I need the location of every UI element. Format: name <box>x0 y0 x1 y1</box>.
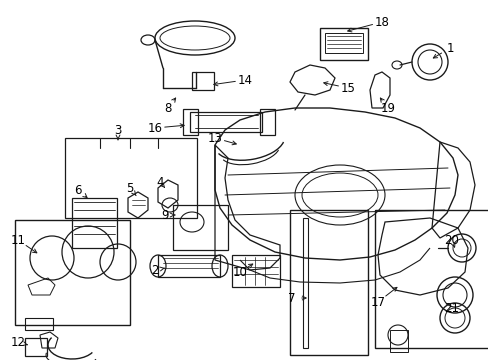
Bar <box>72 198 117 248</box>
Text: 3: 3 <box>114 123 122 136</box>
Bar <box>325 33 362 53</box>
Text: 7: 7 <box>287 292 295 305</box>
Bar <box>319 28 367 60</box>
Text: 4: 4 <box>156 176 163 189</box>
Bar <box>374 210 488 348</box>
Text: 10: 10 <box>232 266 247 279</box>
Bar <box>289 210 367 355</box>
Text: 17: 17 <box>370 296 385 309</box>
Bar <box>260 109 274 135</box>
Bar <box>389 330 407 352</box>
Text: 20: 20 <box>444 234 459 247</box>
Bar <box>173 205 227 250</box>
Text: 9: 9 <box>161 208 168 221</box>
Text: 16: 16 <box>147 122 162 135</box>
Text: 12: 12 <box>10 336 25 348</box>
Bar <box>192 72 214 90</box>
Text: 11: 11 <box>10 234 25 247</box>
Text: 18: 18 <box>374 15 388 28</box>
Bar <box>190 112 262 132</box>
Bar <box>25 318 53 330</box>
Bar <box>15 220 130 325</box>
Text: 14: 14 <box>237 73 252 86</box>
Bar <box>158 255 220 277</box>
Text: 8: 8 <box>164 102 171 114</box>
Bar <box>183 109 198 135</box>
Text: 15: 15 <box>340 81 355 95</box>
Bar <box>231 255 280 287</box>
Bar <box>25 338 47 356</box>
Text: 5: 5 <box>126 181 133 194</box>
Text: 19: 19 <box>380 102 395 114</box>
Text: 13: 13 <box>207 131 222 144</box>
Text: 6: 6 <box>74 184 81 197</box>
Text: 2: 2 <box>151 264 159 276</box>
Bar <box>65 138 197 218</box>
Text: 1: 1 <box>446 41 453 54</box>
Text: 21: 21 <box>444 302 459 315</box>
